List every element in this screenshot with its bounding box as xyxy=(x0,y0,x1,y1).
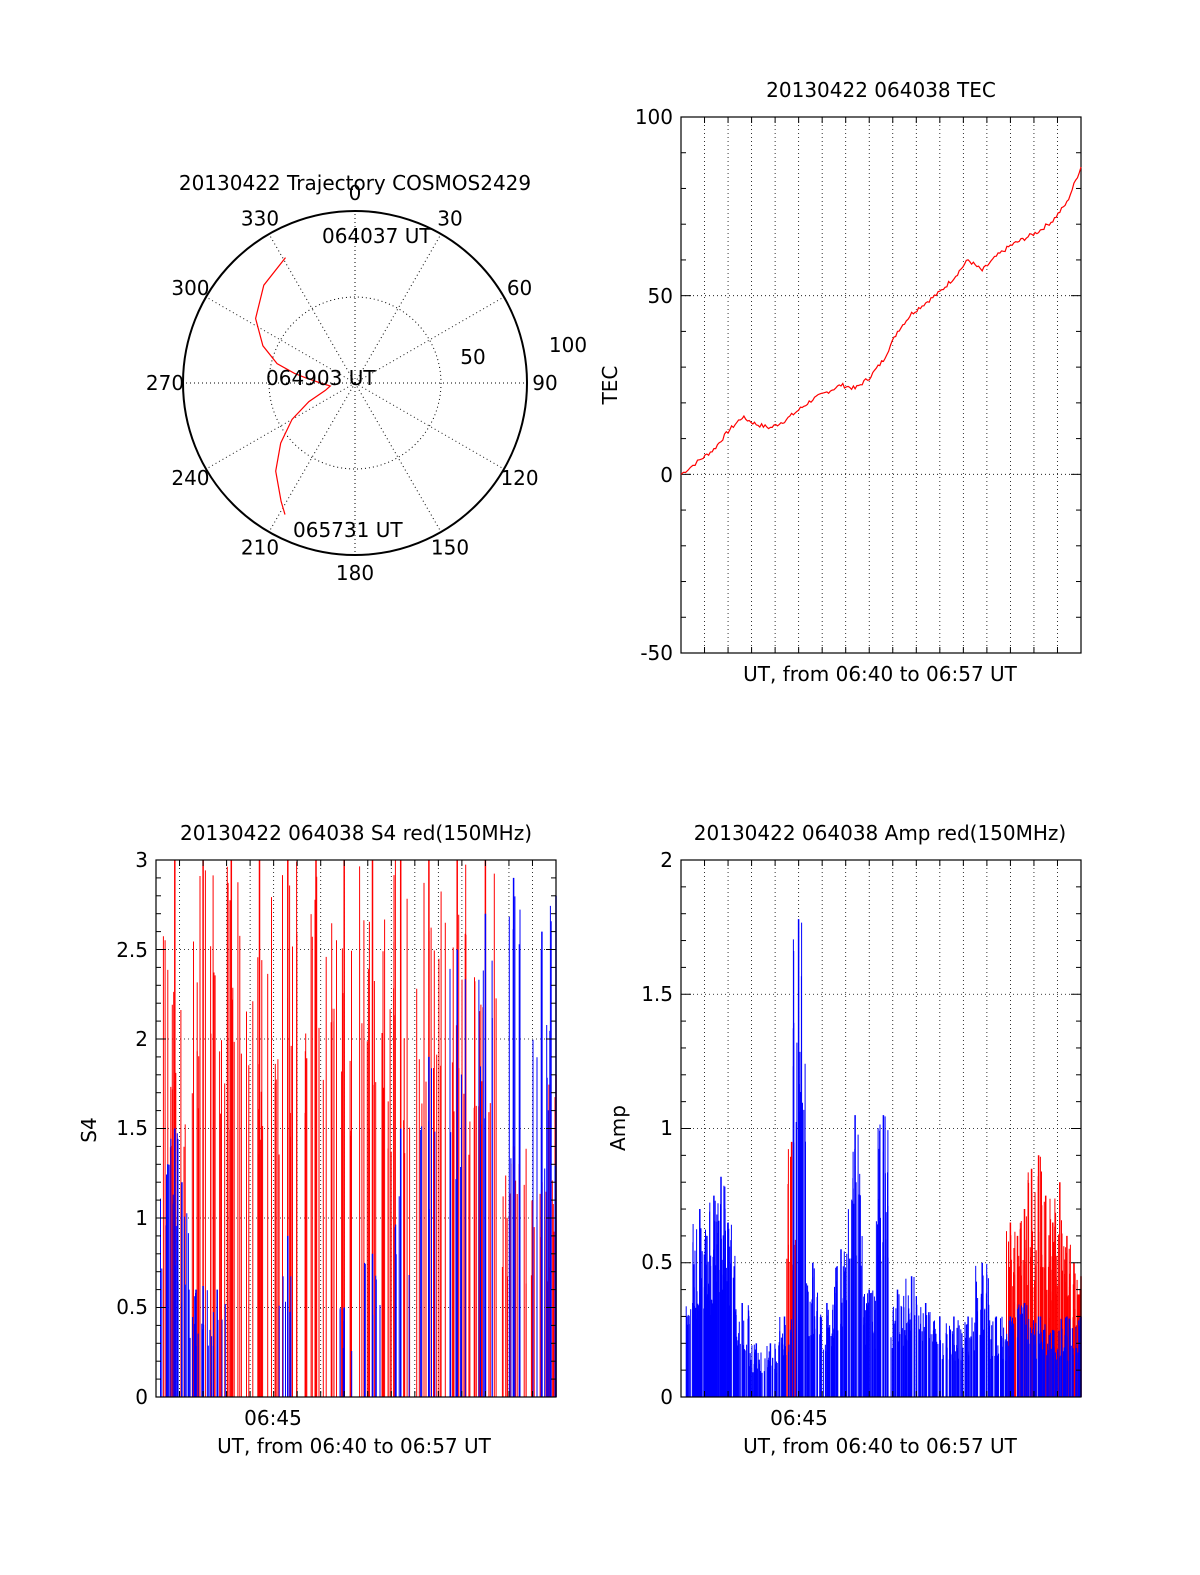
polar-spoke xyxy=(354,382,505,470)
polar-title: 20130422 Trajectory COSMOS2429 xyxy=(179,171,531,195)
amp-ticks xyxy=(680,859,1082,1398)
polar-spoke xyxy=(268,233,356,384)
s4-ytick-0_5: 0.5 xyxy=(116,1295,148,1319)
s4-ylabel: S4 xyxy=(77,1117,101,1142)
polar-azimuth-label: 60 xyxy=(507,276,532,300)
s4-xtick-0645: 06:45 xyxy=(244,1406,302,1430)
polar-plot: 20130422 Trajectory COSMOS2429 0 30 60 90 12… xyxy=(146,171,587,585)
polar-mid-label: 064903 UT xyxy=(266,366,376,390)
polar-spoke xyxy=(354,382,442,533)
tec-ytick-0: 0 xyxy=(660,463,673,487)
amp-ytick-0_5: 0.5 xyxy=(641,1250,673,1274)
s4-ytick-2: 2 xyxy=(135,1027,148,1051)
polar-azimuth-label: 30 xyxy=(437,206,462,230)
tec-xlabel: UT, from 06:40 to 06:57 UT xyxy=(743,662,1018,686)
tec-ytick-100: 100 xyxy=(635,105,673,129)
amp-ylabel: Amp xyxy=(606,1105,630,1151)
polar-azimuth-label: 240 xyxy=(171,466,209,490)
tec-ylabel: TEC xyxy=(598,366,622,406)
polar-azimuth-label: 210 xyxy=(241,536,279,560)
s4-ytick-1_5: 1.5 xyxy=(116,1116,148,1140)
tec-ticks xyxy=(680,116,1082,654)
amp-title: 20130422 064038 Amp red(150MHz) xyxy=(694,821,1066,845)
amp-ytick-0: 0 xyxy=(660,1385,673,1409)
polar-start-label: 064037 UT xyxy=(322,224,432,248)
polar-azimuth-label: 180 xyxy=(336,561,374,585)
polar-azimuth-label: 0 xyxy=(349,181,362,205)
tec-plot: 20130422 064038 TEC 100 50 0 -50 TEC UT,… xyxy=(598,78,1082,686)
polar-spoke xyxy=(354,233,442,384)
polar-azimuth-label: 120 xyxy=(500,466,538,490)
polar-spoke xyxy=(268,382,356,533)
polar-end-label: 065731 UT xyxy=(293,518,403,542)
polar-azimuth-labels: 0 30 60 90 120 150 180 210 240 270 300 330 xyxy=(146,181,558,585)
s4-title: 20130422 064038 S4 red(150MHz) xyxy=(180,821,532,845)
polar-radial-label-50: 50 xyxy=(460,345,485,369)
amp-ytick-1_5: 1.5 xyxy=(641,982,673,1006)
s4-blue-series xyxy=(160,877,557,1397)
amp-ytick-1: 1 xyxy=(660,1116,673,1140)
polar-spoke xyxy=(205,296,356,384)
s4-ticks xyxy=(155,859,557,1398)
polar-azimuth-label: 150 xyxy=(431,536,469,560)
s4-xlabel: UT, from 06:40 to 06:57 UT xyxy=(217,1434,492,1458)
tec-series-line xyxy=(680,166,1082,475)
polar-azimuth-label: 300 xyxy=(171,276,209,300)
tec-frame xyxy=(680,116,1082,654)
tec-ytick-50: 50 xyxy=(648,284,673,308)
polar-radial-label-100: 100 xyxy=(549,333,587,357)
polar-spoke xyxy=(205,382,356,470)
amp-plot: 20130422 064038 Amp red(150MHz) 2 1.5 1 … xyxy=(606,821,1082,1458)
s4-ytick-3: 3 xyxy=(135,848,148,872)
polar-azimuth-label: 330 xyxy=(241,206,279,230)
tec-ytick-neg50: -50 xyxy=(640,641,673,665)
s4-ytick-2_5: 2.5 xyxy=(116,938,148,962)
polar-grid xyxy=(183,211,527,555)
polar-outer-circle xyxy=(182,210,528,556)
amp-xtick-0645: 06:45 xyxy=(770,1406,828,1430)
polar-azimuth-label: 270 xyxy=(146,371,184,395)
amp-xlabel: UT, from 06:40 to 06:57 UT xyxy=(743,1434,1018,1458)
polar-inner-circle xyxy=(268,296,442,470)
s4-ytick-0: 0 xyxy=(135,1385,148,1409)
polar-azimuth-label: 90 xyxy=(532,371,557,395)
polar-spoke xyxy=(354,296,505,384)
s4-ytick-1: 1 xyxy=(135,1206,148,1230)
amp-ytick-2: 2 xyxy=(660,848,673,872)
polar-trajectory-line xyxy=(254,257,332,515)
tec-title: 20130422 064038 TEC xyxy=(766,78,996,102)
s4-plot: 20130422 064038 S4 red(150MHz) 3 2.5 2 1… xyxy=(77,821,557,1458)
amp-blue-series xyxy=(685,919,1082,1397)
